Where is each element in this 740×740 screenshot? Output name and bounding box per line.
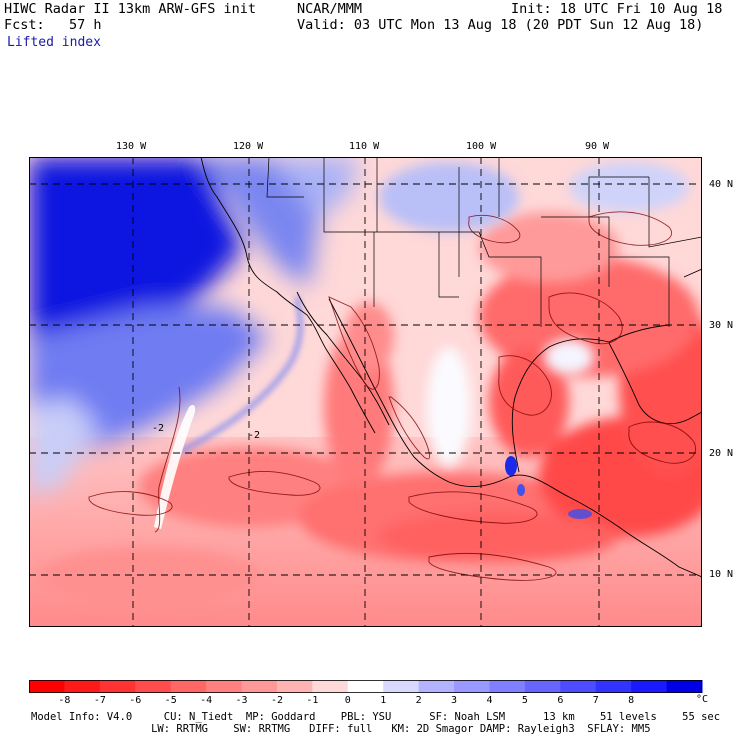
colorbar-tick-label: 5 [521, 695, 528, 706]
colorbar-cell [135, 680, 172, 693]
forecast-hour: Fcst: 57 h [4, 17, 102, 33]
colorbar-cell [631, 680, 668, 693]
blue-spot [517, 484, 525, 496]
lon-label-110w: 110 W [349, 141, 380, 152]
colorbar-tick-label: -1 [306, 695, 319, 706]
colorbar-tick-label: 8 [628, 695, 635, 706]
colorbar-tick-label: 3 [451, 695, 458, 706]
coastlines [200, 157, 702, 578]
lat-lon-grid [29, 157, 702, 627]
colorbar-cell [241, 680, 278, 693]
colorbar-cell [560, 680, 597, 693]
model-title: HIWC Radar II 13km ARW-GFS init [4, 1, 256, 17]
lon-label-120w: 120 W [233, 141, 264, 152]
moisture-band [177, 296, 304, 455]
plume-west [154, 404, 196, 529]
colorbar-cell [666, 680, 703, 693]
contour-label: -2 [248, 430, 260, 441]
lat-label-10n: 10 N [709, 569, 734, 580]
colorbar-tick-label: 0 [344, 695, 351, 706]
colorbar-cell [64, 680, 101, 693]
lat-label-20n: 20 N [709, 448, 734, 459]
map-frame [29, 157, 702, 627]
colorbar-tick-label: -2 [270, 695, 283, 706]
colorbar-cell [595, 680, 632, 693]
field-name: Lifted index [7, 35, 101, 50]
colorbar-cell [418, 680, 455, 693]
colorbar-tick-label: -8 [58, 695, 71, 706]
model-info-line1: Model Info: V4.0 CU: N_Tiedt MP: Goddard… [31, 711, 721, 723]
colorbar-tick-label: -4 [200, 695, 213, 706]
colorbar-cell [383, 680, 420, 693]
stable-air-mass [29, 157, 359, 497]
lat-label-40n: 40 N [709, 179, 734, 190]
colorbar [29, 680, 703, 693]
colorbar-tick-label: -3 [235, 695, 248, 706]
model-info-line2: LW: RRTMG SW: RRTMG DIFF: full KM: 2D Sm… [31, 723, 651, 735]
colorbar-tick-label: -5 [164, 695, 177, 706]
colorbar-tick-label: 4 [486, 695, 493, 706]
colorbar-cell [276, 680, 313, 693]
colorbar-cell [454, 680, 490, 693]
lon-label-130w: 130 W [116, 141, 147, 152]
colorbar-unit: °C [696, 694, 709, 705]
deep-blue-spot [505, 456, 517, 476]
lon-label-100w: 100 W [466, 141, 497, 152]
colorbar-tick-label: -7 [93, 695, 106, 706]
colorbar-cell [206, 680, 243, 693]
colorbar-cell [524, 680, 561, 693]
source-label: NCAR/MMM [297, 1, 363, 17]
lon-label-90w: 90 W [585, 141, 610, 152]
colorbar-cell [312, 680, 349, 693]
valid-time: Valid: 03 UTC Mon 13 Aug 18 (20 PDT Sun … [297, 17, 704, 33]
light-blue-spot [568, 509, 592, 519]
colorbar-tick-label: 7 [592, 695, 599, 706]
colorbar-cell [29, 680, 65, 693]
colorbar-cell [170, 680, 207, 693]
lifted-index-map: -2 -2 [29, 157, 702, 627]
colorbar-tick-label: 6 [557, 695, 564, 706]
colorbar-cell [99, 680, 136, 693]
colorbar-tick-label: -6 [129, 695, 142, 706]
lat-label-30n: 30 N [709, 320, 734, 331]
state-boundaries [266, 157, 702, 327]
colorbar-cell [347, 680, 384, 693]
colorbar-tick-label: 1 [380, 695, 387, 706]
colorbar-tick-label: 2 [415, 695, 422, 706]
unstable-patches [39, 212, 702, 607]
contour-label: -2 [152, 423, 164, 434]
colorbar-cell [489, 680, 526, 693]
init-time: Init: 18 UTC Fri 10 Aug 18 [511, 1, 723, 17]
